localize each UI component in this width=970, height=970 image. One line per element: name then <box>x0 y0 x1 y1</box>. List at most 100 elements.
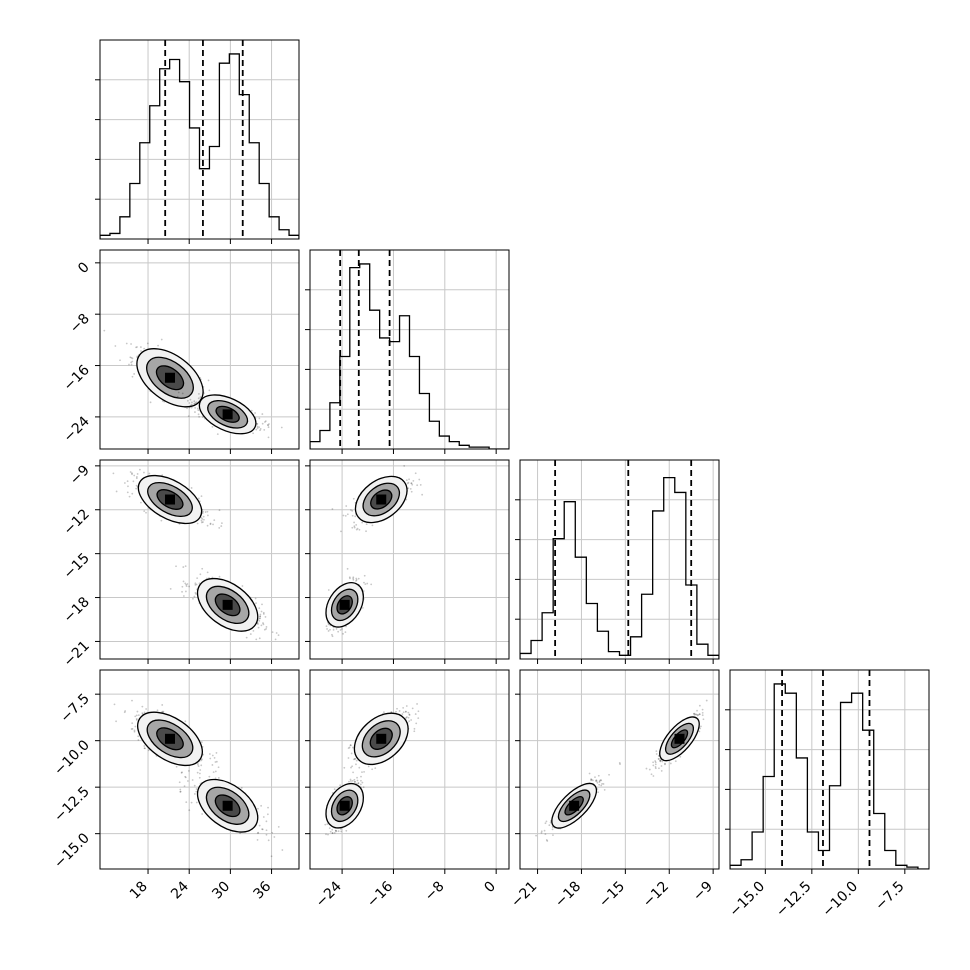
sample-point <box>259 615 262 618</box>
sample-point <box>697 714 700 716</box>
sample-point <box>267 806 269 809</box>
x-tick-label: 18 <box>127 879 151 903</box>
sample-point <box>188 585 190 588</box>
sample-point <box>337 830 340 833</box>
sample-point <box>143 347 146 350</box>
sample-point <box>408 713 411 716</box>
sample-point <box>207 379 210 382</box>
sample-point <box>208 775 211 778</box>
sample-point <box>335 830 338 833</box>
sample-point <box>262 816 265 818</box>
density-peak <box>222 800 233 811</box>
sample-point <box>328 827 331 830</box>
y-tick-label: 0 <box>75 259 93 277</box>
sample-point <box>191 779 194 781</box>
sample-point <box>262 613 265 615</box>
sample-point <box>362 786 365 789</box>
sample-point <box>185 583 188 586</box>
sample-point <box>179 790 182 793</box>
sample-point <box>355 528 358 531</box>
sample-point <box>265 833 268 836</box>
sample-point <box>347 747 350 749</box>
y-tick-label: −18 <box>61 594 93 626</box>
sample-point <box>260 804 263 807</box>
sample-point <box>191 401 193 404</box>
sample-point <box>133 729 136 732</box>
sample-point <box>401 713 404 715</box>
sample-point <box>200 521 203 524</box>
sample-point <box>188 809 191 812</box>
sample-point <box>250 409 253 412</box>
sample-point <box>131 492 134 495</box>
sample-point <box>411 483 414 486</box>
sample-point <box>197 397 200 400</box>
sample-point <box>254 597 257 600</box>
sample-point <box>213 519 216 522</box>
sample-point <box>256 832 259 835</box>
sample-point <box>195 801 198 804</box>
sample-point <box>342 514 345 517</box>
sample-point <box>258 617 261 620</box>
sample-point <box>403 465 406 467</box>
density-peak <box>164 733 175 744</box>
sample-point <box>119 359 121 362</box>
sample-point <box>267 436 270 439</box>
scatter-data <box>535 699 708 842</box>
sample-point <box>352 577 355 580</box>
grid <box>520 670 719 869</box>
sample-point <box>134 725 137 728</box>
x-tick-label: 24 <box>168 878 192 902</box>
density-peak <box>164 372 175 383</box>
sample-point <box>198 393 200 395</box>
sample-point <box>363 574 366 577</box>
sample-point <box>137 714 140 716</box>
sample-point <box>351 514 354 517</box>
sample-point <box>326 628 328 630</box>
sample-point <box>198 415 201 418</box>
sample-point <box>415 722 418 725</box>
sample-point <box>128 363 130 366</box>
y-tick-label: −24 <box>61 413 93 445</box>
sample-point <box>199 396 202 399</box>
sample-point <box>202 521 204 523</box>
sample-point <box>693 713 696 716</box>
sample-point <box>658 767 660 770</box>
sample-point <box>209 757 212 760</box>
sample-point <box>176 395 179 398</box>
histogram-panel <box>95 39 300 244</box>
sample-point <box>700 725 702 728</box>
sample-point <box>324 823 327 826</box>
sample-point <box>356 779 359 782</box>
sample-point <box>179 790 182 793</box>
sample-point <box>206 510 209 513</box>
sample-point <box>259 613 262 616</box>
sample-point <box>345 829 348 832</box>
sample-point <box>344 514 347 517</box>
sample-point <box>351 526 354 529</box>
sample-point <box>145 708 148 710</box>
sample-point <box>661 760 664 763</box>
x-tick-label: −8 <box>422 879 448 905</box>
sample-point <box>259 617 261 620</box>
sample-point <box>196 407 199 410</box>
sample-point <box>114 345 117 347</box>
sample-point <box>406 716 408 718</box>
sample-point <box>374 767 377 770</box>
sample-point <box>259 615 261 618</box>
sample-point <box>258 619 261 622</box>
sample-point <box>416 484 419 487</box>
sample-point <box>411 707 414 710</box>
sample-point <box>254 412 256 414</box>
sample-point <box>652 761 655 764</box>
sample-point <box>213 757 216 759</box>
sample-point <box>345 505 348 507</box>
sample-point <box>352 771 354 774</box>
sample-point <box>197 763 199 766</box>
sample-point <box>402 706 405 709</box>
axes-frame <box>309 459 510 660</box>
sample-point <box>115 490 118 493</box>
sample-point <box>404 710 407 713</box>
sample-point <box>127 485 129 488</box>
sample-point <box>343 766 346 769</box>
sample-point <box>185 801 188 804</box>
